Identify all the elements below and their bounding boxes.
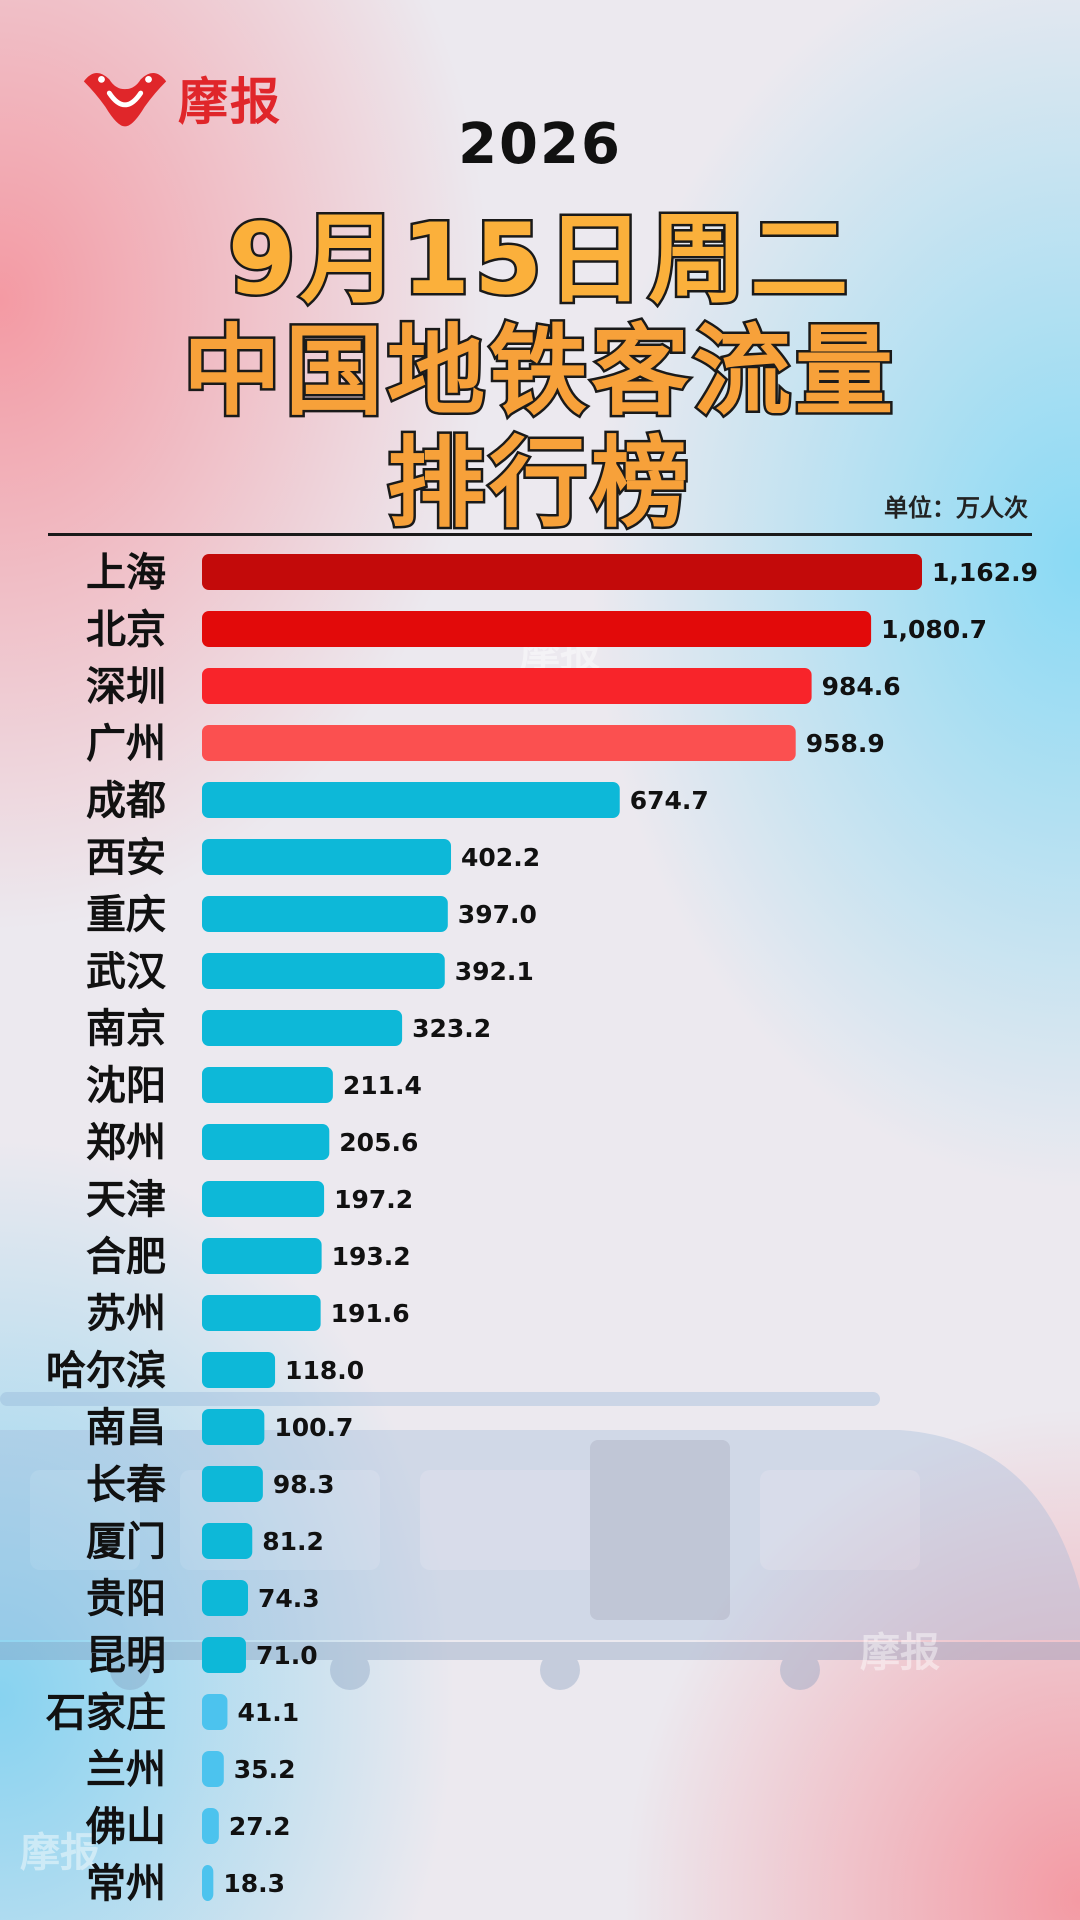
value-label: 402.2 [461,843,540,872]
category-label: 厦门 [86,1519,166,1565]
category-label: 贵阳 [86,1576,166,1622]
watermark: 摩报 [860,1630,940,1676]
value-label: 674.7 [630,786,709,815]
bar [202,1580,249,1616]
bar [202,611,872,647]
value-label: 100.7 [274,1413,353,1442]
bar [202,1010,403,1046]
value-label: 191.6 [331,1299,410,1328]
value-label: 98.3 [273,1470,335,1499]
value-label: 392.1 [455,957,534,986]
bar [202,1637,246,1673]
bar [202,953,445,989]
value-label: 35.2 [234,1755,296,1784]
unit-label: 单位：万人次 [884,494,1028,522]
year: 2026 [458,112,622,177]
category-label: 成都 [86,778,166,824]
bar [202,668,812,704]
value-label: 984.6 [822,672,901,701]
brand-name: 摩报 [178,73,282,131]
value-label: 1,080.7 [881,615,987,644]
value-label: 205.6 [339,1128,418,1157]
category-label: 昆明 [86,1633,166,1679]
category-label: 兰州 [86,1747,166,1793]
value-label: 397.0 [458,900,537,929]
category-label: 北京 [86,607,166,653]
bar [202,1409,265,1445]
bar [202,1808,219,1844]
category-label: 上海 [86,550,166,596]
bar [202,1523,253,1559]
bar [202,1067,333,1103]
bar [202,1238,322,1274]
category-label: 苏州 [86,1291,166,1337]
value-label: 197.2 [334,1185,413,1214]
category-label: 常州 [86,1861,166,1907]
category-label: 沈阳 [86,1063,166,1109]
bar [202,1352,276,1388]
divider [48,533,1032,536]
date-line: 9月15日周二 [225,201,853,320]
bar [202,1694,228,1730]
brand-logo: 摩报 [76,62,282,134]
value-label: 27.2 [229,1812,291,1841]
value-label: 1,162.9 [932,558,1038,587]
value-label: 41.1 [237,1698,299,1727]
category-label: 哈尔滨 [46,1348,166,1394]
value-label: 81.2 [262,1527,324,1556]
value-label: 323.2 [412,1014,491,1043]
category-label: 深圳 [86,664,166,710]
value-label: 18.3 [223,1869,285,1898]
train-illustration [0,1392,1080,1690]
bar [202,839,452,875]
value-label: 74.3 [258,1584,320,1613]
bar [202,1865,214,1901]
watermark: 摩报 [20,1830,100,1876]
category-label: 石家庄 [46,1690,166,1736]
page-subtitle: 排行榜 [384,425,693,544]
category-label: 广州 [86,721,166,767]
page-title: 中国地铁客流量 [180,313,897,432]
category-label: 长春 [86,1462,166,1508]
category-label: 合肥 [86,1234,166,1280]
value-label: 193.2 [332,1242,411,1271]
category-label: 西安 [86,835,166,881]
value-label: 211.4 [343,1071,422,1100]
bar [202,725,796,761]
category-label: 重庆 [86,892,166,938]
value-label: 71.0 [256,1641,318,1670]
bar [202,1181,325,1217]
category-label: 南昌 [86,1405,166,1451]
bar [202,1295,321,1331]
category-label: 南京 [86,1006,166,1052]
bar [202,1124,330,1160]
category-label: 郑州 [86,1120,166,1166]
bar [202,782,620,818]
bar [202,554,922,590]
bar [202,896,448,932]
value-label: 118.0 [285,1356,364,1385]
category-label: 武汉 [86,949,167,995]
category-label: 佛山 [85,1804,166,1850]
category-label: 天津 [86,1177,166,1223]
bar [202,1751,224,1787]
bar [202,1466,263,1502]
mobao-logo-icon [83,72,167,127]
value-label: 958.9 [806,729,885,758]
